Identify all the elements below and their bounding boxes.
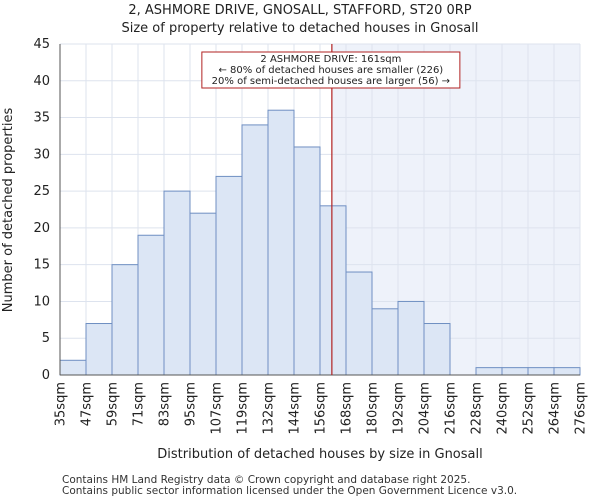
histogram-bar xyxy=(319,205,347,376)
x-axis-label: Distribution of detached houses by size … xyxy=(157,447,482,462)
histogram-bar xyxy=(111,264,139,376)
histogram-bar xyxy=(501,367,529,376)
y-tick-label: 15 xyxy=(33,258,50,273)
footer-copyright: Contains HM Land Registry data © Crown c… xyxy=(62,474,471,486)
annotation-box xyxy=(201,51,461,89)
chart-subtitle: Size of property relative to detached ho… xyxy=(121,21,478,36)
x-tick-label: 156sqm xyxy=(314,382,329,435)
x-tick-label: 228sqm xyxy=(470,382,485,435)
x-tick-label: 71sqm xyxy=(132,382,147,426)
histogram-bar xyxy=(267,109,295,376)
x-tick-label: 252sqm xyxy=(522,382,537,435)
histogram-bar xyxy=(423,323,451,376)
histogram-bar xyxy=(475,367,503,376)
plot-area: 0 5 10 15 20 25 30 35 40 45 35sqm 47sqm 59sqm 71sqm 83… xyxy=(33,37,588,435)
annotation-smaller-text: ← 80% of detached houses are smaller (22… xyxy=(219,65,444,76)
histogram-bar xyxy=(241,124,269,376)
histogram-bar xyxy=(345,271,373,376)
histogram-bar xyxy=(189,212,217,376)
chart-title: 2, ASHMORE DRIVE, GNOSALL, STAFFORD, ST2… xyxy=(128,3,471,18)
y-tick-label: 0 xyxy=(42,368,50,383)
histogram-bar xyxy=(137,234,165,376)
y-tick-label: 40 xyxy=(33,74,50,89)
y-tick-label: 25 xyxy=(33,184,50,199)
histogram-bar xyxy=(59,359,87,376)
x-tick-label: 264sqm xyxy=(548,382,563,435)
x-tick-label: 192sqm xyxy=(392,382,407,435)
x-tick-label: 35sqm xyxy=(54,382,69,426)
annotation-larger-text: 20% of semi-detached houses are larger (… xyxy=(212,76,450,87)
x-tick-label: 132sqm xyxy=(262,382,277,435)
x-tick-label: 59sqm xyxy=(106,382,121,426)
histogram-bar xyxy=(371,308,399,376)
y-tick-label: 30 xyxy=(33,147,50,162)
x-tick-label: 95sqm xyxy=(184,382,199,426)
x-tick-label: 144sqm xyxy=(288,382,303,435)
x-tick-label: 47sqm xyxy=(80,382,95,426)
y-tick-label: 45 xyxy=(33,37,50,52)
y-tick-label: 20 xyxy=(33,221,50,236)
x-tick-label: 276sqm xyxy=(574,382,589,435)
x-tick-label: 240sqm xyxy=(496,382,511,435)
annotation-title: 2 ASHMORE DRIVE: 161sqm xyxy=(260,54,401,65)
y-tick-label: 10 xyxy=(33,294,50,309)
x-tick-label: 180sqm xyxy=(366,382,381,435)
histogram-bar xyxy=(163,190,191,376)
histogram-bar xyxy=(215,175,243,376)
y-axis-label: Number of detached properties xyxy=(1,108,16,313)
histogram-bar xyxy=(553,367,581,376)
x-tick-label: 107sqm xyxy=(210,382,225,435)
x-tick-label: 216sqm xyxy=(444,382,459,435)
histogram-bar xyxy=(527,367,555,376)
histogram-bar xyxy=(397,300,425,376)
x-tick-label: 168sqm xyxy=(340,382,355,435)
histogram-bar xyxy=(293,146,321,376)
footer-licence: Contains public sector information licen… xyxy=(62,485,518,497)
histogram-bar xyxy=(85,323,113,376)
x-tick-label: 119sqm xyxy=(236,382,251,435)
y-tick-label: 35 xyxy=(33,111,50,126)
x-tick-label: 204sqm xyxy=(418,382,433,435)
y-tick-label: 5 xyxy=(42,331,50,346)
x-tick-label: 83sqm xyxy=(158,382,173,426)
